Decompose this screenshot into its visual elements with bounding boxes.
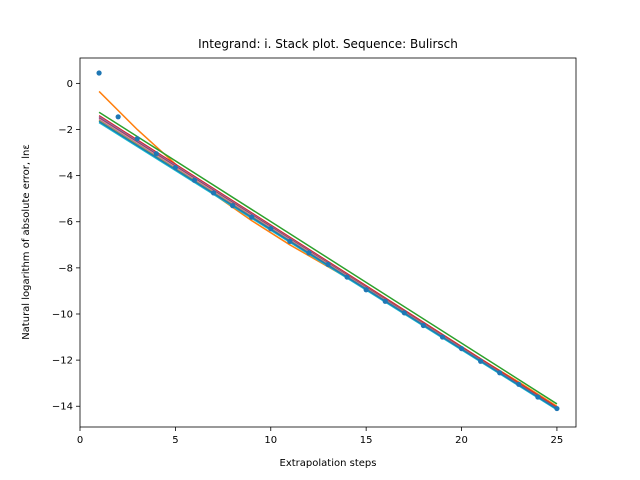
series-line-2 xyxy=(98,111,558,405)
x-tick-label: 20 xyxy=(455,435,468,446)
y-tick-label: 0 xyxy=(67,79,73,90)
x-tick-label: 25 xyxy=(551,435,564,446)
data-point xyxy=(325,261,331,268)
data-point xyxy=(249,214,255,220)
data-point xyxy=(210,190,217,196)
data-point xyxy=(401,310,407,316)
data-point xyxy=(96,70,102,76)
data-point xyxy=(287,238,293,244)
y-tick-label: −12 xyxy=(52,356,73,367)
data-point xyxy=(420,322,426,329)
data-point xyxy=(344,274,350,280)
y-tick-label: −10 xyxy=(52,309,73,320)
data-point xyxy=(535,394,541,400)
plot-points xyxy=(96,70,560,412)
data-point xyxy=(497,370,503,376)
data-point xyxy=(134,136,140,142)
x-tick-label: 15 xyxy=(360,435,373,446)
x-axis-label: Extrapolation steps xyxy=(280,458,377,469)
y-tick-label: −6 xyxy=(58,217,73,228)
y-tick-label: −8 xyxy=(58,263,73,274)
data-point xyxy=(478,358,484,364)
y-tick-label: −14 xyxy=(52,402,73,413)
y-tick-label: −4 xyxy=(58,171,73,182)
y-tick-label: −2 xyxy=(58,125,73,136)
data-point xyxy=(516,381,522,387)
data-point xyxy=(191,177,198,183)
x-tick-label: 5 xyxy=(172,435,178,446)
data-point xyxy=(554,405,560,412)
data-point xyxy=(172,164,178,171)
plot-frame xyxy=(79,57,577,428)
data-point xyxy=(115,114,121,120)
x-tick-label: 10 xyxy=(264,435,277,446)
data-point xyxy=(382,298,388,304)
data-point xyxy=(306,250,312,256)
y-axis: 0 −2 −4 −6 −8 −10 −12 −14 xyxy=(52,79,80,413)
x-tick-label: 0 xyxy=(77,435,83,446)
chart-title: Integrand: i. Stack plot. Sequence: Buli… xyxy=(198,37,458,51)
x-axis: 0 5 10 15 20 25 xyxy=(77,427,563,446)
data-point xyxy=(363,287,369,293)
data-point xyxy=(268,226,274,232)
data-point xyxy=(153,151,159,157)
y-axis-label: Natural logarithm of absolute error, lnε xyxy=(21,144,32,340)
data-point xyxy=(230,203,236,209)
data-point xyxy=(458,345,465,352)
data-point xyxy=(439,334,446,340)
